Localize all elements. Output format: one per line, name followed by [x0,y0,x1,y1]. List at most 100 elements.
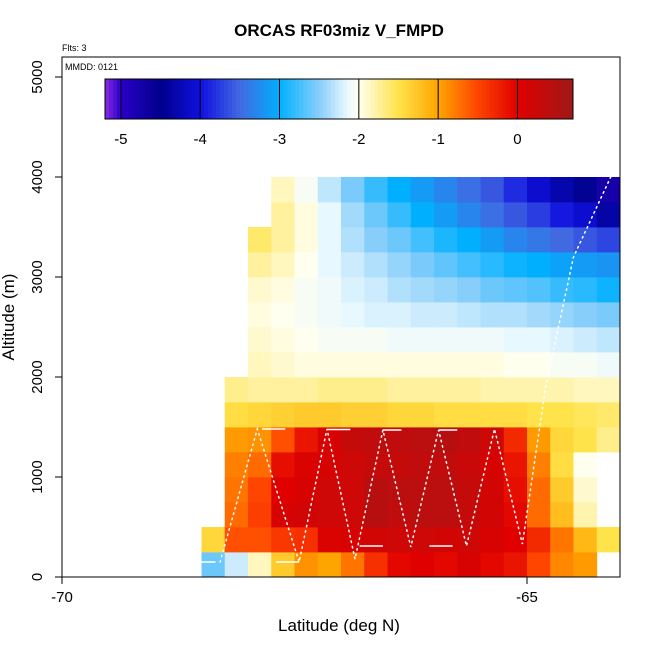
heatmap-cell [410,302,435,328]
colorbar-swatch [105,79,110,119]
colorbar-swatch [561,79,566,119]
colorbar-swatch [267,79,273,119]
colorbar-swatch [231,79,237,119]
colorbar-swatch [108,79,114,119]
colorbar-swatch [140,79,146,119]
heatmap-cell [341,202,365,228]
heatmap-cell [341,427,365,453]
heatmap-cell [596,427,620,453]
heatmap-cell [596,252,620,278]
heatmap-cell [248,427,272,453]
colorbar-swatch [450,79,455,119]
colorbar-swatch [517,79,522,119]
heatmap-cell [503,502,528,528]
heatmap-cell [434,277,458,303]
plot-frame [61,56,621,578]
heatmap-cell [271,477,295,503]
heatmap-cell [573,402,598,428]
colorbar-swatch [335,79,340,119]
heatmap-cell [248,327,272,353]
heatmap-cell [550,477,574,503]
colorbar-tick-label: -3 [273,131,286,148]
heatmap-cell [550,402,574,428]
heatmap-cell [248,477,272,503]
heatmap-cell [317,552,342,577]
colorbar-swatch [473,79,479,119]
heatmap-cell [271,252,295,278]
colorbar-swatch [354,79,360,119]
colorbar-swatch [386,79,392,119]
heatmap-cell [573,502,598,528]
heatmap-cell [364,402,388,428]
heatmap-cell [341,477,365,503]
heatmap-cell [480,502,505,528]
heatmap-cell [480,452,505,478]
heatmap-cell [410,502,435,528]
heatmap-cell [596,302,620,328]
heatmap-cell [271,502,295,528]
colorbar-swatch [346,79,352,119]
colorbar-tick-label: -5 [114,131,127,148]
heatmap-cell [550,502,574,528]
heatmap-cell [596,527,620,553]
heatmap-cell [341,452,365,478]
heatmap-cell [527,502,551,528]
heatmap-cell [527,527,551,553]
heatmap-cell [457,252,481,278]
heatmap-cell [410,227,435,253]
colorbar-swatch [112,79,118,119]
colorbar-swatch [414,79,419,119]
heatmap-cell [434,177,458,203]
colorbar-swatch [188,79,193,119]
heatmap-cell [527,402,551,428]
heatmap-cell [550,227,574,253]
colorbar-swatch [465,79,471,119]
heatmap-cell [480,527,505,553]
heatmap-cell [341,402,365,428]
colorbar-swatch [350,79,356,119]
heatmap-cell [457,502,481,528]
heatmap-cell [573,377,598,403]
heatmap-cell [457,427,481,453]
heatmap-cell [294,202,319,228]
colorbar-swatch [390,79,396,119]
heatmap-cell [341,377,365,403]
colorbar-swatch [434,79,439,119]
heatmap-cell [457,402,481,428]
heatmap-cell [387,452,412,478]
heatmap-cell [387,402,412,428]
colorbar-swatch [200,79,205,119]
heatmap-cell [457,277,481,303]
heatmap-cell [317,277,342,303]
heatmap-cell [596,377,620,403]
colorbar-swatch [303,79,308,119]
colorbar-swatch [156,79,162,119]
heatmap-cell [410,402,435,428]
heatmap-cell [410,552,435,577]
heatmap-cell [503,302,528,328]
heatmap-cell [364,277,388,303]
heatmap-cell [248,502,272,528]
colorbar-swatch [485,79,491,119]
heatmap-cell [224,452,249,478]
colorbar-swatch [370,79,376,119]
heatmap-cell [480,427,505,453]
heatmap-cell [410,277,435,303]
colorbar-swatch [382,79,388,119]
colorbar-swatch [469,79,475,119]
colorbar-swatch [180,79,185,119]
heatmap-cell [503,552,528,577]
heatmap-cell [527,302,551,328]
colorbar-swatch [168,79,173,119]
heatmap-cell [527,327,551,353]
heatmap-cell [364,202,388,228]
colorbar-swatch [136,79,142,119]
heatmap-cell [410,327,435,353]
heatmap-cell [457,202,481,228]
heatmap-cell [573,277,598,303]
heatmap-cell [317,377,342,403]
heatmap-cell [271,227,295,253]
colorbar-swatch [243,79,249,119]
colorbar-swatch [549,79,554,119]
colorbar-swatch [398,79,403,119]
